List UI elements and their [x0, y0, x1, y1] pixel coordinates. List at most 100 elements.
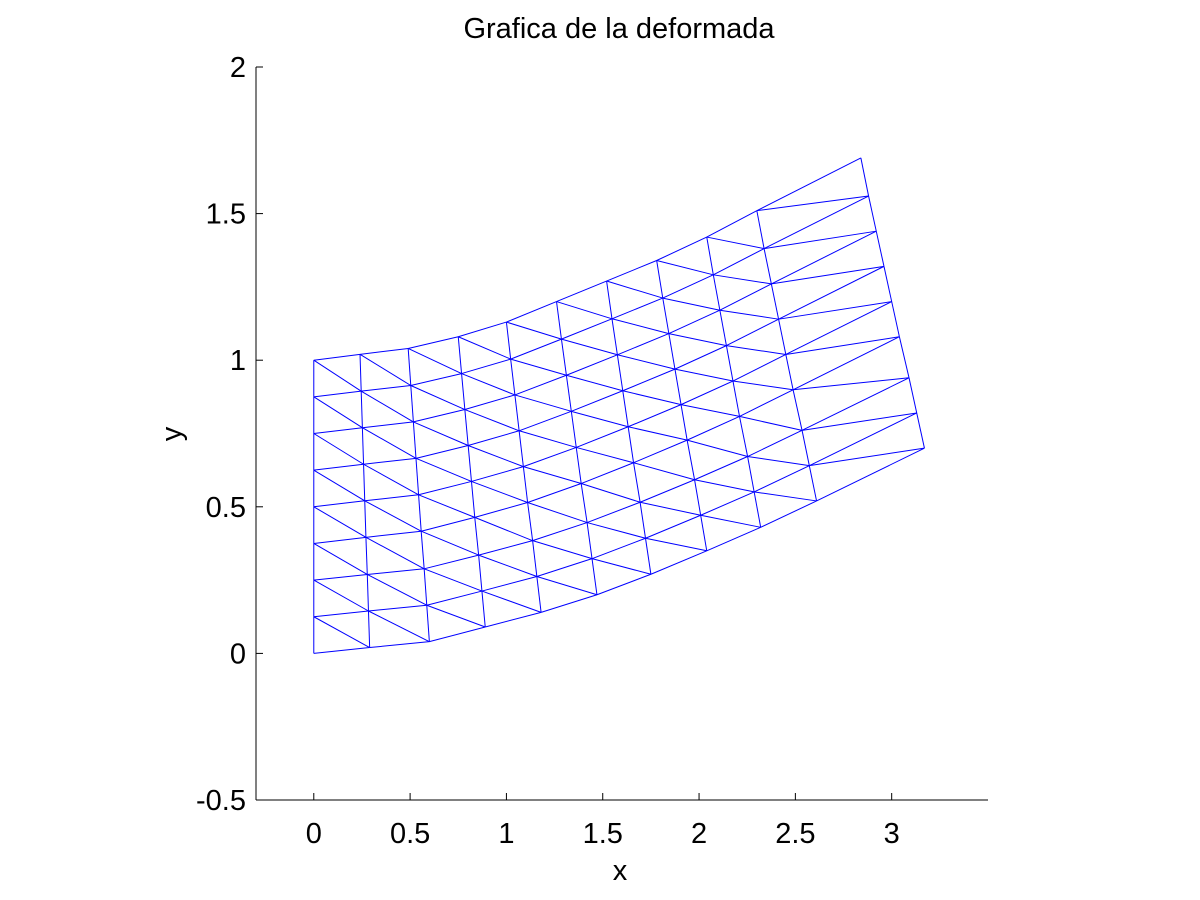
mesh-edge-horizontal: [622, 368, 676, 392]
mesh-edge-vertical: [792, 389, 803, 431]
mesh-edge-horizontal: [778, 265, 885, 320]
mesh-edge-diagonal: [694, 479, 755, 493]
mesh-edge-diagonal: [313, 543, 368, 575]
mesh-edge-horizontal: [753, 465, 810, 493]
mesh-edge-vertical: [360, 391, 363, 428]
mesh-edge-horizontal: [816, 447, 925, 502]
x-tick-label: 2.5: [775, 818, 815, 850]
mesh-edge-vertical: [560, 339, 567, 376]
mesh-edge-horizontal: [474, 501, 528, 518]
mesh-edge-diagonal: [527, 502, 588, 524]
mesh-edge-vertical: [565, 375, 572, 412]
mesh-edge-vertical: [532, 540, 538, 577]
mesh-edge-diagonal: [413, 421, 469, 446]
mesh-edge-vertical: [662, 297, 670, 334]
mesh-edge-horizontal: [596, 573, 652, 596]
mesh-edge-diagonal: [510, 358, 567, 376]
mesh-edge-vertical: [586, 522, 593, 559]
mesh-edge-horizontal: [662, 274, 714, 299]
mesh-edge-horizontal: [792, 336, 900, 391]
mesh-edge-vertical: [474, 517, 480, 556]
mesh-edge-diagonal: [566, 374, 623, 392]
mesh-edge-vertical: [706, 236, 714, 275]
mesh-edge-vertical: [418, 494, 422, 532]
mesh-edge-vertical: [407, 348, 412, 386]
y-axis-label: y: [156, 426, 188, 441]
y-tick-label: -0.5: [196, 785, 246, 817]
mesh-edge-diagonal: [771, 265, 885, 285]
mesh-edge-vertical: [467, 445, 472, 482]
mesh-edge-diagonal: [591, 558, 652, 575]
mesh-edge-diagonal: [523, 466, 582, 485]
mesh-edge-horizontal: [809, 412, 917, 467]
mesh-edge-horizontal: [313, 463, 364, 471]
mesh-edge-vertical: [570, 411, 577, 448]
mesh-edge-horizontal: [680, 380, 734, 406]
mesh-edge-vertical: [464, 409, 469, 446]
mesh-edge-diagonal: [756, 195, 869, 212]
mesh-edge-vertical: [753, 491, 762, 528]
mesh-edge-horizontal: [571, 390, 623, 412]
mesh-edge-horizontal: [421, 516, 475, 532]
mesh-edge-diagonal: [713, 274, 772, 285]
mesh-edge-horizontal: [313, 536, 366, 544]
mesh-edge-horizontal: [313, 647, 370, 654]
mesh-edge-vertical: [481, 591, 486, 628]
mesh-edge-vertical: [527, 502, 534, 541]
mesh-edge-horizontal: [763, 195, 869, 250]
mesh-edge-diagonal: [481, 590, 542, 613]
mesh-edge-diagonal: [464, 409, 520, 432]
mesh-edge-vertical: [365, 537, 368, 575]
mesh-edge-horizontal: [536, 558, 593, 577]
mesh-edge-horizontal: [606, 260, 657, 282]
mesh-edge-diagonal: [628, 426, 688, 441]
mesh-edge-horizontal: [611, 297, 663, 320]
mesh-edge-diagonal: [367, 574, 427, 606]
mesh-edge-diagonal: [801, 412, 917, 431]
mesh-edge-vertical: [461, 373, 466, 410]
mesh-edge-vertical: [420, 531, 425, 569]
mesh-edge-diagonal: [365, 536, 425, 570]
mesh-edge-horizontal: [461, 358, 511, 375]
mesh-edge-horizontal: [369, 641, 430, 649]
mesh-edge-diagonal: [747, 456, 810, 467]
mesh-edge-diagonal: [362, 427, 417, 459]
mesh-edge-horizontal: [523, 446, 577, 468]
mesh-edge-diagonal: [467, 445, 524, 468]
mesh-edge-horizontal: [367, 568, 425, 575]
mesh-edge-vertical: [747, 456, 755, 493]
y-tick-label: 2: [230, 52, 246, 84]
mesh-edge-vertical: [732, 380, 741, 417]
mesh-edge-vertical: [645, 538, 652, 575]
mesh-edge-horizontal: [313, 500, 365, 508]
mesh-edge-diagonal: [778, 301, 892, 320]
mesh-edge-vertical: [739, 416, 749, 457]
mesh-edge-diagonal: [313, 616, 370, 648]
mesh-edge-diagonal: [732, 380, 794, 391]
mesh-edge-diagonal: [556, 301, 613, 320]
mesh-edge-horizontal: [518, 410, 572, 432]
mesh-edge-vertical: [423, 568, 428, 606]
mesh-edge-horizontal: [361, 384, 411, 392]
x-axis-label: x: [613, 855, 628, 887]
mesh-edge-vertical: [763, 248, 772, 284]
mesh-edge-horizontal: [408, 336, 459, 349]
mesh-edge-diagonal: [764, 230, 877, 250]
mesh-edge-vertical: [364, 500, 367, 538]
mesh-edge-vertical: [639, 502, 646, 539]
mesh-edge-diagonal: [662, 297, 720, 311]
mesh-edge-diagonal: [793, 377, 910, 391]
mesh-edge-diagonal: [518, 430, 577, 448]
mesh-edge-diagonal: [633, 462, 695, 481]
mesh-edge-vertical: [656, 260, 664, 299]
mesh-edge-horizontal: [359, 347, 409, 355]
mesh-edge-vertical: [694, 479, 702, 516]
mesh-edge-vertical: [891, 301, 900, 337]
mesh-edge-horizontal: [756, 157, 862, 212]
mesh-edge-vertical: [719, 310, 727, 346]
mesh-edge-diagonal: [368, 610, 430, 643]
mesh-edge-vertical: [470, 481, 476, 518]
mesh-edge-diagonal: [423, 568, 483, 592]
mesh-edge-diagonal: [478, 554, 538, 577]
mesh-edge-horizontal: [481, 576, 537, 592]
